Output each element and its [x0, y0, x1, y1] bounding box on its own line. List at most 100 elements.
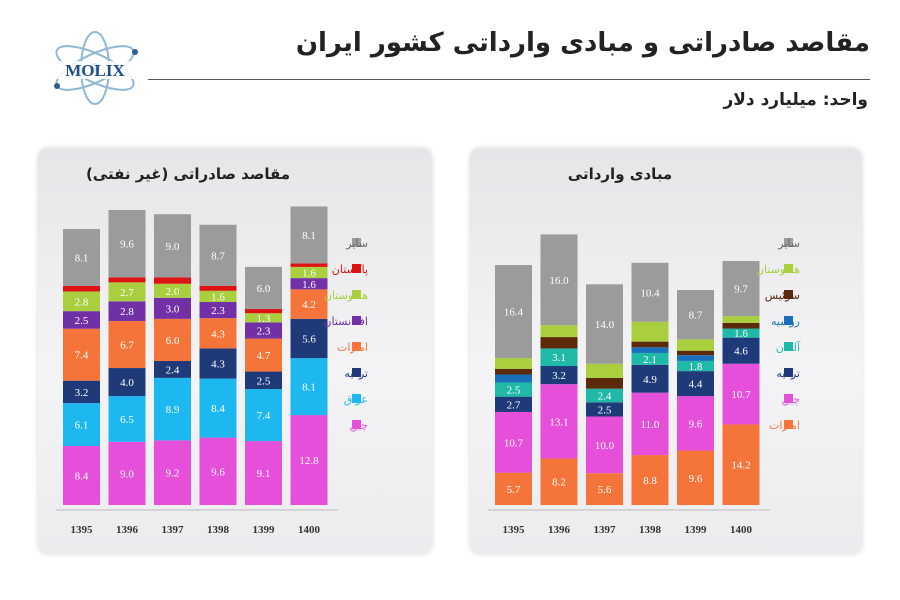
imports-data-label: 10.0	[595, 440, 615, 452]
exports-data-label: 7.4	[75, 350, 89, 362]
exports-bar-1397-افغانستان	[154, 297, 191, 319]
exports-data-label: 9.2	[166, 468, 180, 480]
exports-data-label: 8.4	[75, 471, 89, 483]
exports-bar-1397-چین	[154, 440, 191, 505]
imports-bar-1397-ترکیه	[586, 402, 623, 417]
imports-chart-title: مبادی وارداتی	[568, 165, 672, 183]
exports-data-label: 8.7	[211, 250, 225, 262]
imports-data-label: 14.2	[731, 460, 750, 472]
exports-bar-1396-چین	[108, 441, 146, 505]
exports-bar-1400-چین	[290, 415, 328, 505]
exports-data-label: 9.1	[257, 468, 271, 480]
imports-bar-1400-چین	[722, 363, 760, 425]
logo-text: MOLIX	[65, 61, 125, 80]
exports-bar-1399-هندوستان	[245, 313, 282, 323]
imports-data-label: 1.6	[734, 328, 748, 340]
exports-legend-label: ترکیه	[344, 367, 368, 380]
imports-data-label: 2.4	[598, 391, 612, 403]
imports-bar-1395-سایر	[495, 265, 532, 359]
exports-data-label: 2.3	[211, 305, 225, 317]
exports-data-label: 9.6	[120, 239, 134, 251]
unit-label: واحد: میلیارد دلار	[723, 90, 868, 110]
imports-data-label: 11.0	[641, 419, 660, 431]
exports-legend-label: چین	[350, 419, 369, 432]
exports-bar-1395-پاکستان	[63, 285, 100, 292]
page-title: مقاصد صادراتی و مبادی وارداتی کشور ایران	[295, 28, 870, 58]
imports-data-label: 1.8	[689, 361, 703, 373]
exports-legend-swatch-امارات	[352, 342, 361, 351]
imports-data-label: 8.7	[689, 310, 703, 322]
exports-data-label: 2.5	[257, 375, 271, 387]
imports-data-label: 9.7	[734, 284, 748, 296]
exports-data-label: 6.5	[120, 414, 134, 426]
exports-data-label: 8.4	[211, 403, 225, 415]
imports-data-label: 2.7	[507, 399, 521, 411]
imports-tick-label: 1398	[639, 524, 662, 536]
imports-bar-1399-چین	[677, 396, 714, 451]
exports-data-label: 2.7	[120, 287, 134, 299]
exports-data-label: 2.8	[120, 306, 134, 318]
exports-data-label: 8.1	[302, 230, 316, 242]
exports-bar-1397-ترکیه	[154, 361, 191, 378]
exports-chart: مقاصد صادراتی (غیر نفتی) 8.4 6.1 3.2 7.4 2.5 2…	[56, 165, 369, 536]
exports-bar-1395-ترکیه	[63, 380, 100, 404]
exports-legend-label: امارات	[337, 341, 368, 354]
imports-data-label: 4.6	[734, 346, 748, 358]
imports-legend-label: آلمان	[776, 340, 801, 354]
exports-bar-1400-امارات	[290, 289, 328, 319]
imports-data-label: 10.4	[640, 287, 660, 299]
exports-data-label: 1.6	[302, 279, 316, 291]
exports-legend-label: پاکستان	[332, 263, 368, 276]
exports-bar-1397-سایر	[154, 214, 191, 278]
exports-bar-1396-پاکستان	[108, 277, 146, 283]
imports-bar-1395-چین	[495, 411, 532, 473]
exports-bar-1398-پاکستان	[199, 285, 237, 291]
imports-bar-1400-هندوستان	[722, 316, 760, 323]
imports-bar-1395-امارات	[495, 472, 532, 505]
imports-legend-swatch-روسیه	[784, 316, 793, 325]
exports-bar-1398-سایر	[199, 224, 237, 286]
exports-data-label: 8.1	[75, 252, 89, 264]
exports-bar-1399-چین	[245, 441, 282, 505]
exports-bar-1398-چین	[199, 437, 237, 505]
imports-legend-label: سایر	[777, 237, 800, 250]
imports-bar-1397-سوئیس	[586, 377, 623, 389]
exports-data-label: 2.0	[166, 286, 180, 298]
exports-tick-label: 1396	[116, 524, 139, 536]
imports-bar-1398-سوئیس	[631, 341, 669, 348]
exports-data-label: 6.7	[120, 340, 134, 352]
imports-legend-swatch-سوئیس	[784, 290, 793, 299]
exports-bar-1396-عراق	[108, 396, 146, 442]
exports-tick-label: 1397	[162, 524, 185, 536]
exports-bar-1396-افغانستان	[108, 301, 146, 321]
exports-bar-1395-عراق	[63, 403, 100, 446]
exports-tick-label: 1398	[207, 524, 230, 536]
imports-bar-1398-آلمان	[631, 352, 669, 365]
imports-bar-1398-امارات	[631, 455, 669, 505]
exports-data-label: 2.8	[75, 296, 89, 308]
imports-bar-1398-سایر	[631, 262, 669, 322]
exports-data-label: 4.3	[211, 328, 225, 340]
exports-legend-label: عراق	[344, 393, 368, 406]
imports-bar-1396-سایر	[540, 234, 578, 326]
exports-data-label: 5.6	[302, 334, 316, 346]
exports-bar-1400-سایر	[290, 206, 328, 264]
exports-bar-1400-هندوستان	[290, 266, 328, 279]
exports-data-label: 3.0	[166, 303, 180, 315]
imports-tick-label: 1399	[685, 524, 708, 536]
imports-bar-1400-سوئیس	[722, 322, 760, 329]
title-rule	[148, 79, 870, 80]
imports-tick-label: 1397	[594, 524, 617, 536]
imports-data-label: 8.2	[552, 477, 566, 489]
exports-data-label: 9.0	[166, 241, 180, 253]
imports-bar-1395-هندوستان	[495, 358, 532, 369]
exports-data-label: 6.0	[166, 335, 180, 347]
exports-bar-1399-افغانستان	[245, 322, 282, 339]
exports-data-label: 8.1	[302, 382, 316, 394]
imports-bar-1396-سوئیس	[540, 337, 578, 349]
exports-bar-1400-افغانستان	[290, 278, 328, 290]
imports-legend-label: روسیه	[771, 315, 800, 328]
imports-data-label: 4.4	[689, 379, 703, 391]
imports-data-label: 16.4	[504, 307, 524, 319]
imports-bar-1399-سوئیس	[677, 350, 714, 356]
